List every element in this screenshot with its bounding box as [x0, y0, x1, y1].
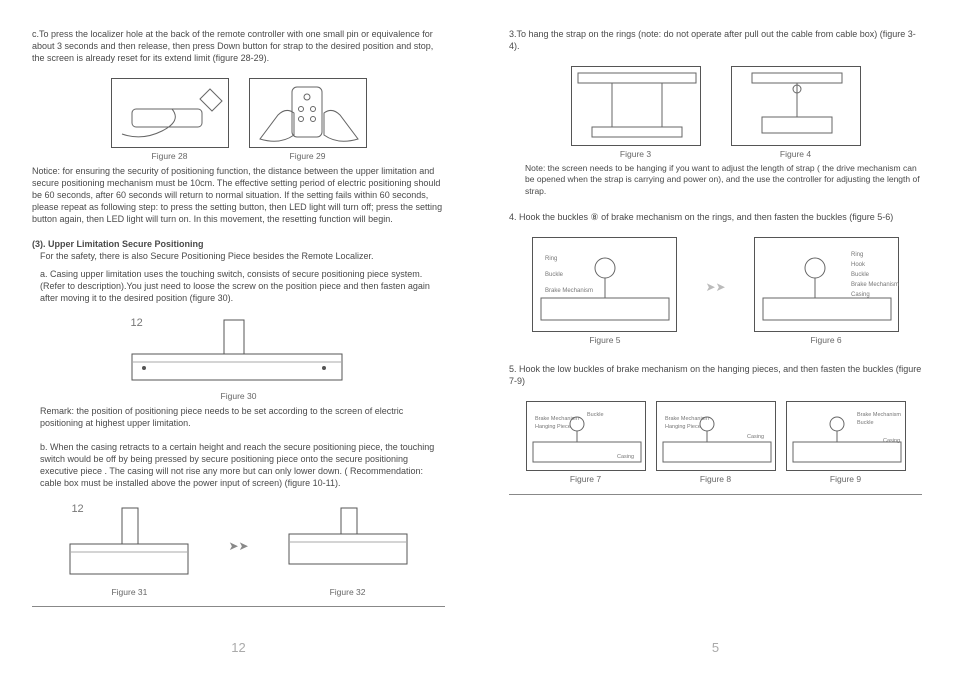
figure-29-caption: Figure 29 [290, 151, 326, 162]
figure-9-image: Brake Mechanism Buckle Casing [786, 401, 906, 471]
figrow-30: 12 Figure 30 [32, 318, 445, 402]
figure-29: Figure 29 [249, 78, 367, 162]
figure-5: Ring Buckle Brake Mechanism Figure 5 [532, 237, 677, 346]
svg-text:Buckle: Buckle [587, 412, 604, 418]
svg-text:Buckle: Buckle [851, 272, 870, 278]
figure-8: Brake Mechanism Hanging Piece Casing Fig… [656, 401, 776, 485]
figrow-28-29: Figure 28 Figure 29 [32, 78, 445, 162]
remote-sketch-icon [112, 79, 230, 149]
footer-rule-right [509, 494, 922, 495]
svg-text:Buckle: Buckle [545, 272, 564, 278]
figure-3-image [571, 66, 701, 146]
page-number-right: 5 [509, 631, 922, 657]
figure-31: 12 Figure 31 [64, 504, 194, 598]
figure-31-caption: Figure 31 [111, 587, 147, 598]
svg-text:Hook: Hook [851, 262, 866, 268]
note-3-4: Note: the screen needs to be hanging if … [509, 163, 922, 197]
figrow-3-4: Figure 3 Figure 4 [509, 66, 922, 160]
section-3-b: b. When the casing retracts to a certain… [32, 441, 445, 490]
figure-31-image: 12 [64, 504, 194, 584]
page-right: 3.To hang the strap on the rings (note: … [477, 0, 954, 675]
figure-3-caption: Figure 3 [620, 149, 651, 160]
arrow-right-icon: ➤➤ [228, 538, 248, 554]
hang-strap-icon [572, 67, 702, 147]
svg-text:Ring: Ring [545, 256, 557, 262]
figure-6: Ring Hook Buckle Brake Mechanism Casing … [754, 237, 899, 346]
casing-stop-icon [283, 504, 413, 584]
label-12-fig31: 12 [70, 502, 84, 517]
svg-text:Buckle: Buckle [857, 420, 874, 426]
figure-32-image [283, 504, 413, 584]
page-left: c.To press the localizer hole at the bac… [0, 0, 477, 675]
figure-3: Figure 3 [571, 66, 701, 160]
remark-text: Remark: the position of positioning piec… [32, 405, 445, 429]
figure-4-caption: Figure 4 [780, 149, 811, 160]
para-c: c.To press the localizer hole at the bac… [32, 28, 445, 64]
svg-text:Brake Mechanism: Brake Mechanism [857, 412, 901, 418]
remote-hand-icon [250, 79, 368, 149]
para-4: 4. Hook the buckles ⑧ of brake mechanism… [509, 211, 922, 223]
section-3-intro: For the safety, there is also Secure Pos… [32, 250, 445, 262]
figure-28: Figure 28 [111, 78, 229, 162]
figure-28-image [111, 78, 229, 148]
section-3-a: a. Casing upper limitation uses the touc… [32, 268, 445, 304]
svg-text:Casing: Casing [851, 292, 870, 298]
label-12-fig30: 12 [130, 316, 144, 331]
lowbuckle-3-icon: Brake Mechanism Buckle Casing [787, 402, 907, 472]
figure-30-caption: Figure 30 [221, 391, 257, 402]
footer-rule-left [32, 606, 445, 607]
section-3-title: (3). Upper Limitation Secure Positioning [32, 238, 445, 250]
figure-5-image: Ring Buckle Brake Mechanism [532, 237, 677, 332]
arrow-right-icon: ➤➤ [705, 279, 725, 295]
figure-4-image [731, 66, 861, 146]
svg-text:Hanging Piece: Hanging Piece [665, 424, 701, 430]
figure-6-caption: Figure 6 [810, 335, 841, 346]
page-number-left: 12 [32, 631, 445, 657]
figure-6-image: Ring Hook Buckle Brake Mechanism Casing [754, 237, 899, 332]
svg-text:Brake Mechanism: Brake Mechanism [545, 288, 593, 294]
figure-7-image: Buckle Brake Mechanism Hanging Piece Cas… [526, 401, 646, 471]
buckle-right-icon: Ring Hook Buckle Brake Mechanism Casing [755, 238, 900, 333]
figure-8-image: Brake Mechanism Hanging Piece Casing [656, 401, 776, 471]
figure-32-caption: Figure 32 [330, 587, 366, 598]
figure-30: 12 Figure 30 [124, 318, 354, 402]
svg-text:Casing: Casing [617, 454, 634, 460]
figure-9-caption: Figure 9 [830, 474, 861, 485]
figure-7: Buckle Brake Mechanism Hanging Piece Cas… [526, 401, 646, 485]
para-3: 3.To hang the strap on the rings (note: … [509, 28, 922, 52]
buckle-left-icon: Ring Buckle Brake Mechanism [533, 238, 678, 333]
figure-8-caption: Figure 8 [700, 474, 731, 485]
figure-29-image [249, 78, 367, 148]
svg-text:Brake Mechanism: Brake Mechanism [851, 282, 899, 288]
figrow-5-6: Ring Buckle Brake Mechanism Figure 5 ➤➤ … [509, 237, 922, 346]
figrow-31-32: 12 Figure 31 ➤➤ [32, 504, 445, 598]
para-5: 5. Hook the low buckles of brake mechani… [509, 363, 922, 387]
lowbuckle-2-icon: Brake Mechanism Hanging Piece Casing [657, 402, 777, 472]
svg-text:Casing: Casing [747, 434, 764, 440]
figure-9: Brake Mechanism Buckle Casing Figure 9 [786, 401, 906, 485]
svg-text:Ring: Ring [851, 252, 863, 258]
lowbuckle-1-icon: Buckle Brake Mechanism Hanging Piece Cas… [527, 402, 647, 472]
notice-text: Notice: for ensuring the security of pos… [32, 165, 445, 226]
svg-text:Brake Mechanism: Brake Mechanism [535, 416, 579, 422]
figure-30-image: 12 [124, 318, 354, 388]
svg-text:Hanging Piece: Hanging Piece [535, 424, 571, 430]
figure-32: Figure 32 [283, 504, 413, 598]
figure-28-caption: Figure 28 [152, 151, 188, 162]
svg-text:Brake Mechanism: Brake Mechanism [665, 416, 709, 422]
figrow-7-8-9: Buckle Brake Mechanism Hanging Piece Cas… [509, 401, 922, 485]
figure-7-caption: Figure 7 [570, 474, 601, 485]
hang-detail-icon [732, 67, 862, 147]
figure-5-caption: Figure 5 [589, 335, 620, 346]
casing-sketch-icon [124, 318, 354, 388]
svg-text:Casing: Casing [883, 438, 900, 444]
figure-4: Figure 4 [731, 66, 861, 160]
